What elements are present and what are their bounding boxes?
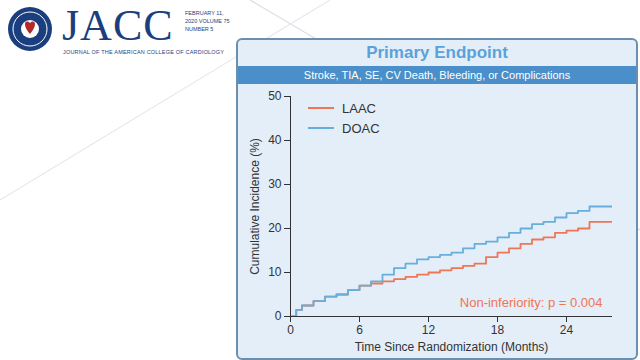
html-text:LAAC: LAAC — [342, 100, 376, 116]
svg-text:10: 10 — [268, 265, 282, 279]
html-text:Stroke, TIA, SE, CV Death, Ble: Stroke, TIA, SE, CV Death, Bleeding, or … — [303, 69, 571, 81]
svg-text:Cumulative Incidence (%): Cumulative Incidence (%) — [248, 138, 262, 275]
svg-text:20: 20 — [268, 221, 282, 235]
svg-text:40: 40 — [268, 133, 282, 147]
svg-text:6: 6 — [356, 323, 363, 337]
html-text:Primary Endpoint: Primary Endpoint — [366, 43, 508, 62]
svg-text:12: 12 — [422, 323, 436, 337]
svg-text:50: 50 — [268, 89, 282, 103]
svg-text:24: 24 — [560, 323, 574, 337]
svg-text:Time Since Randomization (Mont: Time Since Randomization (Months) — [355, 340, 549, 354]
html-text:DOAC: DOAC — [342, 120, 380, 136]
html-text:JOURNAL OF THE AMERICAN COLLEG: JOURNAL OF THE AMERICAN COLLEGE OF CARDI… — [63, 49, 225, 55]
svg-text:Non-inferiority: p = 0.004: Non-inferiority: p = 0.004 — [460, 295, 603, 310]
svg-text:18: 18 — [491, 323, 505, 337]
svg-text:0: 0 — [275, 309, 282, 323]
svg-text:30: 30 — [268, 177, 282, 191]
html-text:JACC: JACC — [62, 1, 174, 50]
html-text:FEBRUARY 11, 2020 VOLUME 75 NU: FEBRUARY 11, 2020 VOLUME 75 NUMBER 5 — [185, 10, 230, 32]
svg-text:0: 0 — [287, 323, 294, 337]
